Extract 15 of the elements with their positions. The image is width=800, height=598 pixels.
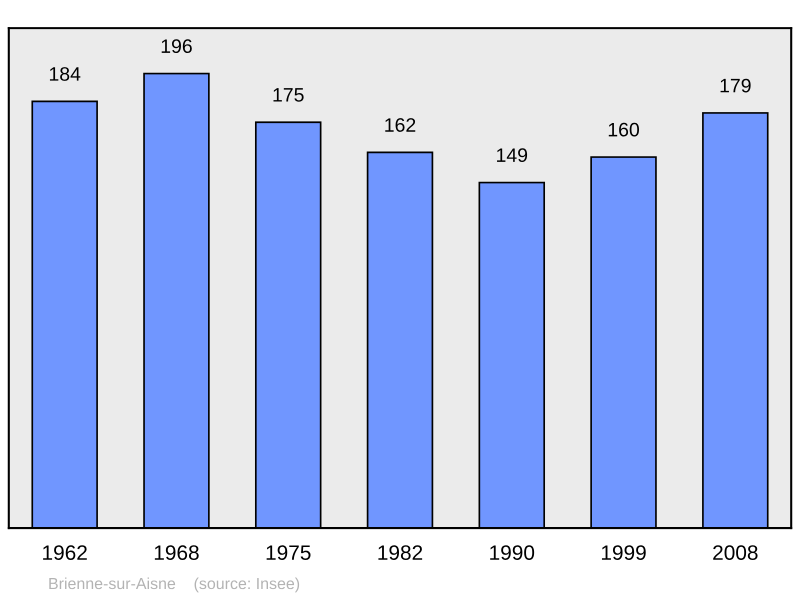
data-label: 179 — [720, 78, 751, 92]
x-tick-label: 1968 — [154, 545, 199, 560]
data-label: 175 — [273, 88, 304, 102]
text: Brienne-sur-Aisne (source: Insee) — [49, 577, 300, 592]
x-tick-label: 1982 — [378, 545, 422, 560]
data-label: 149 — [497, 148, 528, 162]
data-label: 184 — [50, 67, 80, 81]
data-label: 196 — [162, 39, 192, 54]
x-tick-label: 2008 — [713, 545, 758, 560]
data-label: 162 — [385, 118, 416, 132]
x-tick-label: 1999 — [602, 545, 646, 560]
x-tick-label: 1975 — [266, 545, 311, 560]
x-tick-label: 1990 — [490, 545, 534, 560]
data-label: 160 — [608, 122, 640, 137]
x-tick-label: 1962 — [43, 545, 87, 560]
